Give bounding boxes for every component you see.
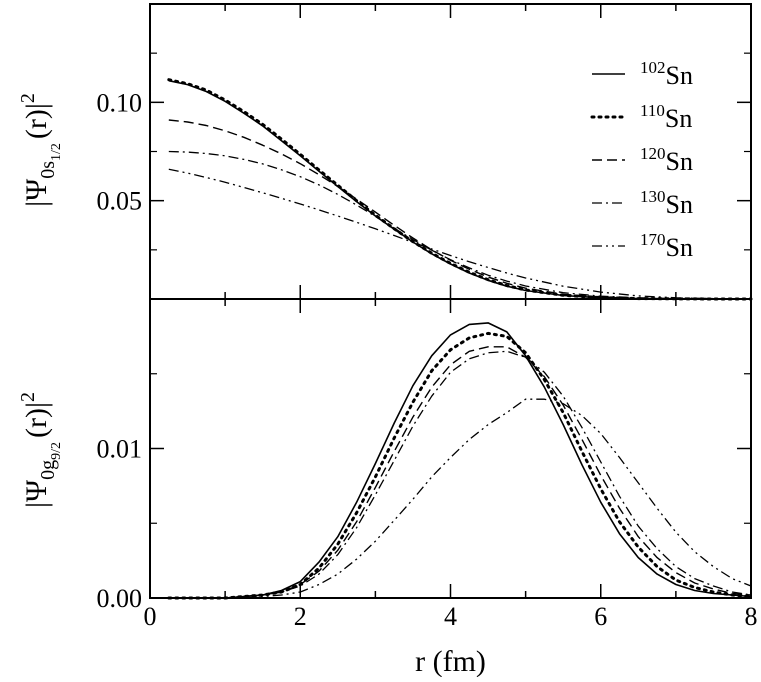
bottom-series-dashed-line (168, 346, 752, 599)
xtick-label: 8 (745, 602, 758, 631)
panel-bottom: 0.00 0.01 0 2 4 6 8 r (fm) |Ψ0g9/2(r)|2 (17, 299, 758, 678)
bottom-series-dashdotdot-line (168, 398, 752, 599)
legend-label-120: 120Sn (640, 144, 693, 176)
legend: 102Sn 110Sn 120Sn 130Sn 170Sn (590, 58, 693, 262)
top-series-dashed-line (168, 119, 751, 300)
top-y-axis-title: |Ψ0s1/2(r)|2 (17, 93, 64, 207)
xtick-label: 6 (594, 602, 607, 631)
bottom-ytick-label: 0.00 (97, 584, 143, 613)
bottom-ytick-label: 0.01 (97, 435, 143, 464)
top-series-dashdot-line (168, 150, 752, 300)
top-series-dashdotdot-line (168, 168, 752, 300)
legend-label-102: 102Sn (640, 58, 693, 90)
plot-frame (149, 3, 752, 599)
bottom-series-solid-line (168, 322, 752, 599)
xtick-label: 4 (444, 602, 457, 631)
top-ytick-label: 0.05 (97, 187, 143, 216)
frame (149, 3, 752, 599)
top-ytick-label: 0.10 (97, 88, 143, 117)
legend-label-170: 170Sn (640, 230, 693, 262)
bottom-series-dashdot-line (168, 350, 752, 599)
xtick-label: 2 (294, 602, 307, 631)
bottom-series-dotted-line (167, 331, 753, 600)
top-series-dotted-line (167, 78, 753, 301)
bottom-y-axis-title: |Ψ0g9/2(r)|2 (17, 392, 64, 508)
xtick-label: 0 (144, 602, 157, 631)
panel-top: 0.05 0.10 |Ψ0s1/2(r)|2 (17, 4, 753, 301)
x-axis-title: r (fm) (415, 645, 486, 677)
legend-label-110: 110Sn (640, 101, 692, 133)
legend-label-130: 130Sn (640, 187, 693, 219)
